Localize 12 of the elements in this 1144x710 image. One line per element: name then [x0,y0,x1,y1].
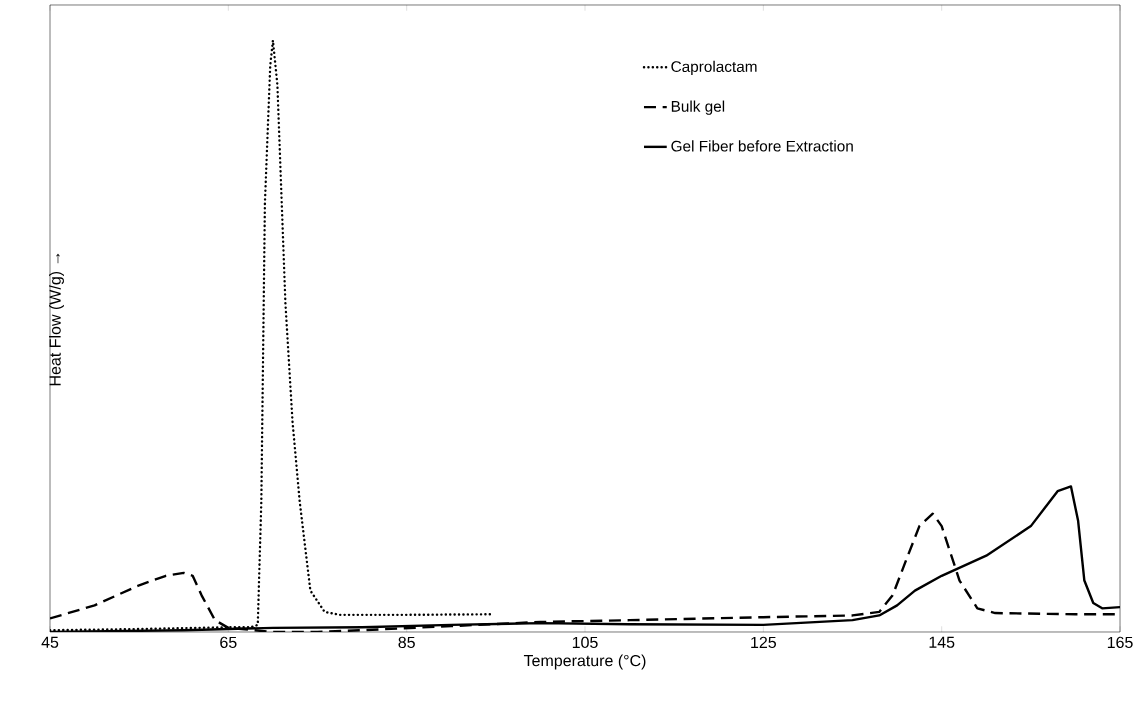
x-axis-title: Temperature (°C) [523,654,646,670]
x-tick-label: 145 [929,636,955,648]
legend-label: Caprolactam [671,60,757,76]
x-tick-label: 165 [1107,636,1133,649]
x-tick-label: 85 [398,636,415,649]
legend-label: Bulk gel [671,100,725,115]
legend-label: Gel Fiber before Extraction [671,140,853,152]
x-tick-label: 105 [572,636,598,649]
x-tick-label: 125 [751,636,777,649]
x-tick-label: 45 [41,636,59,648]
y-axis-title: Heat Flow (W/g) → [49,253,64,386]
x-tick-label: 65 [220,636,237,649]
